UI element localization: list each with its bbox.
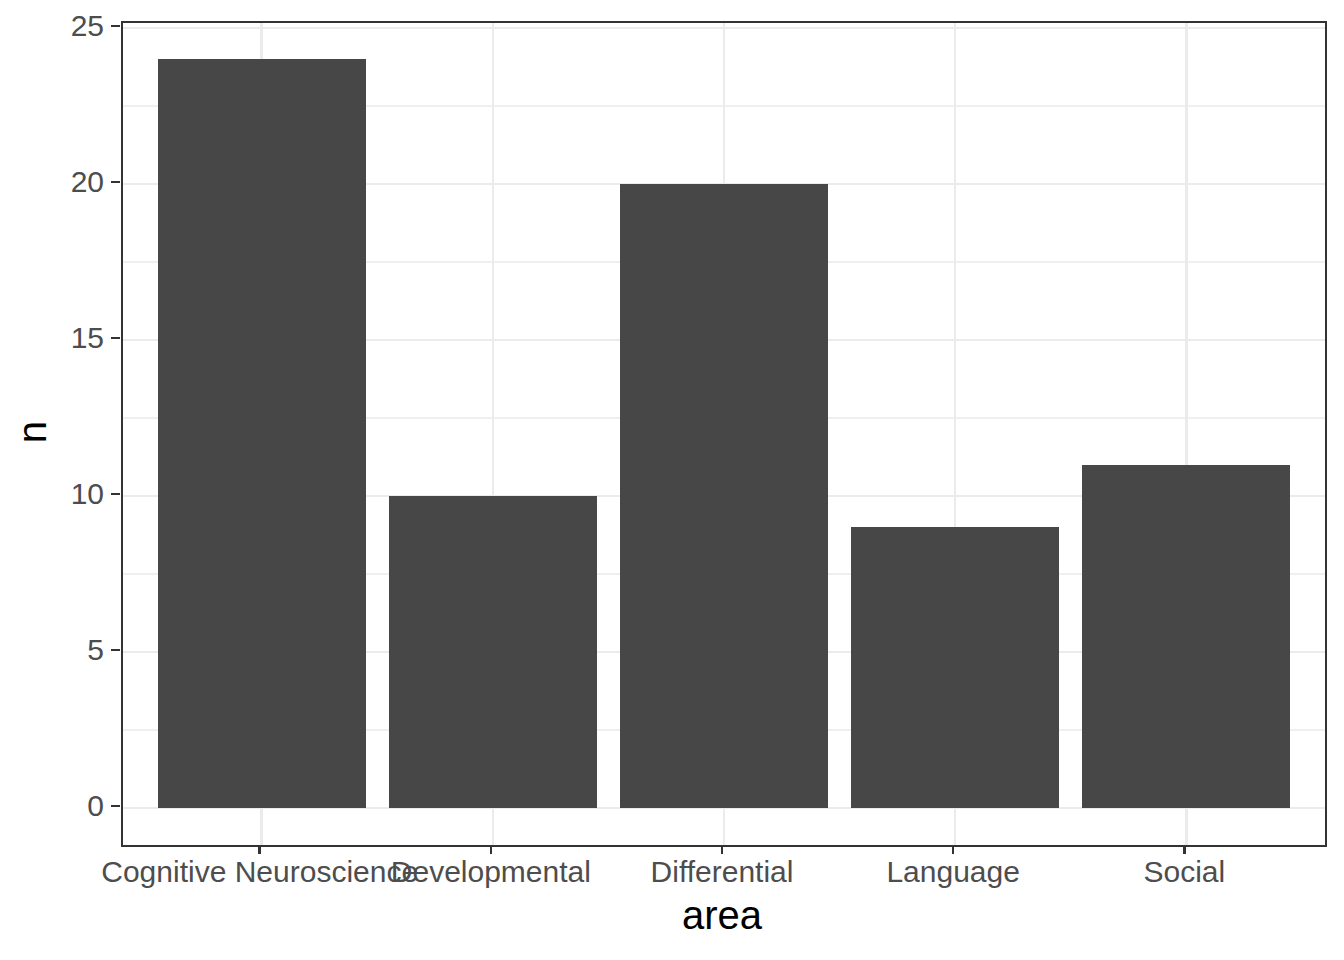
y-tick-label: 10 [0, 479, 104, 509]
bar [158, 59, 366, 808]
x-tick-label: Cognitive Neuroscience [101, 855, 418, 889]
y-tick-mark [111, 493, 120, 496]
y-axis-title: n [10, 388, 54, 476]
x-tick-label: Language [886, 855, 1019, 889]
bar [851, 527, 1059, 808]
bar-chart: 0 5 10 15 20 25 Cognitive NeuroscienceDevelop… [0, 0, 1344, 960]
y-tick-label: 20 [0, 167, 104, 197]
x-tick-mark [490, 845, 493, 854]
y-tick-mark [111, 25, 120, 28]
bar [620, 184, 828, 808]
y-tick-mark [111, 337, 120, 340]
y-tick-label: 5 [0, 635, 104, 665]
plot-panel [121, 21, 1327, 847]
x-tick-mark [258, 845, 261, 854]
y-tick-label: 0 [0, 791, 104, 821]
y-tick-label: 15 [0, 323, 104, 353]
y-tick-label: 25 [0, 11, 104, 41]
x-tick-label: Developmental [391, 855, 591, 889]
x-tick-mark [952, 845, 955, 854]
bar [1082, 465, 1290, 808]
x-tick-mark [1183, 845, 1186, 854]
x-tick-mark [721, 845, 724, 854]
x-axis-title: area [121, 893, 1323, 937]
x-tick-label: Social [1143, 855, 1225, 889]
y-tick-mark [111, 181, 120, 184]
x-tick-label: Differential [651, 855, 794, 889]
y-tick-mark [111, 805, 120, 808]
bar [389, 496, 597, 808]
y-tick-mark [111, 649, 120, 652]
